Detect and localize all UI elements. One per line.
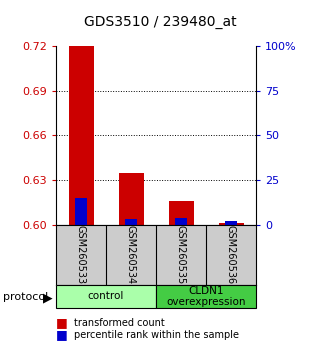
Text: ■: ■ xyxy=(56,328,68,341)
Bar xyxy=(219,223,244,225)
Text: GSM260536: GSM260536 xyxy=(226,225,236,285)
Bar xyxy=(156,285,256,308)
Text: protocol: protocol xyxy=(3,292,48,302)
Text: CLDN1
overexpression: CLDN1 overexpression xyxy=(166,286,246,307)
Bar xyxy=(118,173,143,225)
Text: GSM260534: GSM260534 xyxy=(126,225,136,285)
Text: transformed count: transformed count xyxy=(74,318,164,328)
Text: ■: ■ xyxy=(56,316,68,329)
Text: GDS3510 / 239480_at: GDS3510 / 239480_at xyxy=(84,15,236,29)
Bar xyxy=(56,285,156,308)
Text: ▶: ▶ xyxy=(43,292,52,304)
Text: percentile rank within the sample: percentile rank within the sample xyxy=(74,330,239,339)
Bar xyxy=(68,46,93,225)
Bar xyxy=(169,201,194,225)
Bar xyxy=(225,221,237,225)
Text: GSM260535: GSM260535 xyxy=(176,225,186,285)
Text: GSM260533: GSM260533 xyxy=(76,225,86,285)
Bar xyxy=(75,198,87,225)
Bar xyxy=(175,218,187,225)
Text: control: control xyxy=(88,291,124,302)
Bar xyxy=(125,219,137,225)
